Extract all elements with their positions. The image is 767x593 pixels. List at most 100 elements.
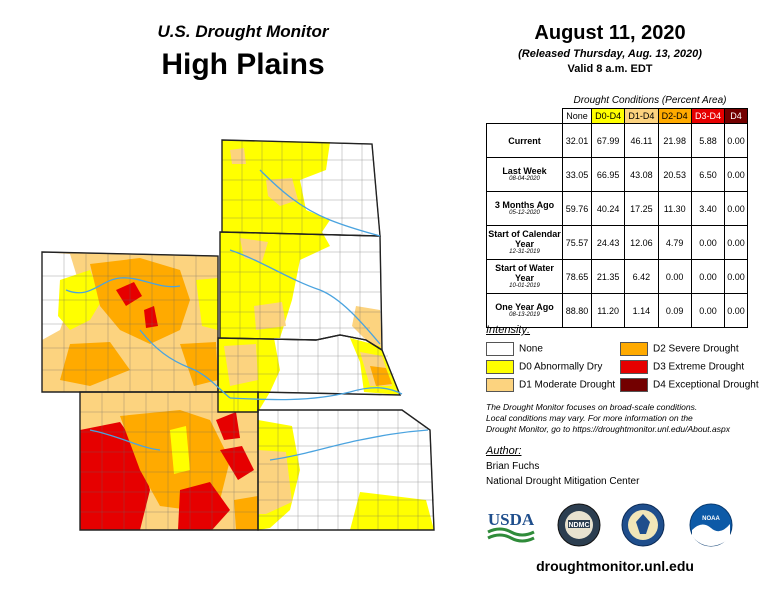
- legend-label: None: [519, 343, 543, 355]
- legend-label: D2 Severe Drought: [653, 343, 739, 355]
- conditions-caption: Drought Conditions (Percent Area): [573, 95, 727, 106]
- legend-swatch: [486, 378, 514, 392]
- row-label: Last Week 08-04-2020: [486, 157, 563, 192]
- legend-swatch: [486, 360, 514, 374]
- table-cell: 46.11: [624, 123, 659, 158]
- region-title: High Plains: [161, 48, 325, 81]
- note-line-2: Local conditions may vary. For more info…: [486, 413, 693, 423]
- table-cell: 20.53: [657, 157, 692, 192]
- row-label: Start of Water Year 10-01-2019: [486, 259, 563, 294]
- table-cell: 78.65: [562, 259, 592, 294]
- table-cell: 67.99: [590, 123, 626, 158]
- table-cell: 12.06: [624, 225, 659, 260]
- row-label-text: Current: [508, 135, 541, 146]
- table-cell: 66.95: [590, 157, 626, 192]
- row-label-text: Start of Water Year: [495, 263, 554, 283]
- note-line-3: Drought Monitor, go to https://droughtmo…: [486, 424, 730, 434]
- table-cell: 32.01: [562, 123, 592, 158]
- legend-item: D3 Extreme Drought: [620, 360, 744, 374]
- table-row: One Year Ago 08-13-2019 88.80 11.20 1.14 0.09…: [486, 293, 748, 328]
- sd-drought: [220, 232, 382, 350]
- row-label: Current: [486, 123, 563, 158]
- ks-drought: [258, 420, 434, 530]
- row-label: One Year Ago 08-13-2019: [486, 293, 563, 328]
- row-label-text: 3 Months Ago: [494, 200, 555, 210]
- row-label-text: Start of Calendar Year: [488, 229, 561, 249]
- co-drought: [80, 410, 258, 530]
- state-borders: [41, 139, 435, 531]
- legend-item: D2 Severe Drought: [620, 342, 739, 356]
- legend-swatch: [486, 342, 514, 356]
- table-cell: 5.88: [690, 123, 726, 158]
- legend-label: D3 Extreme Drought: [653, 361, 745, 373]
- author-org: National Drought Mitigation Center: [486, 476, 640, 487]
- column-header-5: D4: [724, 108, 748, 124]
- table-cell: 0.00: [690, 225, 726, 260]
- row-date: 08-04-2020: [509, 176, 540, 182]
- table-cell: 21.35: [590, 259, 626, 294]
- commerce-seal-logo: [621, 503, 665, 547]
- column-header-3: D2-D4: [657, 108, 692, 124]
- table-corner: [487, 109, 563, 124]
- release-date: (Released Thursday, Aug. 13, 2020): [518, 48, 702, 60]
- valid-time: Valid 8 a.m. EDT: [567, 63, 653, 75]
- row-date: 12-31-2019: [509, 249, 540, 255]
- legend-swatch: [620, 378, 648, 392]
- table-cell: 3.40: [690, 191, 726, 226]
- svg-text:NDMC: NDMC: [569, 522, 590, 529]
- table-cell: 59.76: [562, 191, 592, 226]
- row-label: Start of Calendar Year 12-31-2019: [486, 225, 563, 260]
- table-cell: 43.08: [624, 157, 659, 192]
- map-date: August 11, 2020: [534, 22, 686, 44]
- table-cell: 0.00: [724, 123, 748, 158]
- ndmc-logo: NDMC: [557, 503, 601, 547]
- legend-item: D1 Moderate Drought: [486, 378, 615, 392]
- column-header-1: D0-D4: [590, 108, 626, 124]
- svg-text:NOAA: NOAA: [702, 516, 720, 522]
- table-cell: 0.00: [724, 157, 748, 192]
- row-date: 10-01-2019: [509, 283, 540, 289]
- table-cell: 24.43: [590, 225, 626, 260]
- table-row: Last Week 08-04-2020 33.05 66.95 43.08 20.53 6…: [486, 157, 748, 192]
- svg-text:USDA: USDA: [488, 510, 535, 529]
- conditions-table: None D0-D4 D1-D4 D2-D4 D3-D4 D4 Current 32.01 6…: [486, 108, 748, 328]
- county-grid: [42, 140, 434, 530]
- table-cell: 0.00: [690, 293, 726, 328]
- row-date: 05-12-2020: [509, 210, 540, 216]
- noaa-logo: NOAA: [689, 503, 733, 547]
- table-cell: 6.50: [690, 157, 726, 192]
- table-cell: 88.80: [562, 293, 592, 328]
- legend-label: D4 Exceptional Drought: [653, 379, 759, 391]
- table-row: Start of Water Year 10-01-2019 78.65 21.35 6…: [486, 259, 748, 294]
- legend-title: Intensity:: [486, 324, 531, 336]
- legend-item: D0 Abnormally Dry: [486, 360, 602, 374]
- table-cell: 6.42: [624, 259, 659, 294]
- row-label: 3 Months Ago 05-12-2020: [486, 191, 563, 226]
- table-row: Start of Calendar Year 12-31-2019 75.57 24.…: [486, 225, 748, 260]
- monitor-brand: U.S. Drought Monitor: [157, 22, 329, 41]
- legend-label: D0 Abnormally Dry: [519, 361, 603, 373]
- legend-item: D4 Exceptional Drought: [620, 378, 759, 392]
- usda-logo: USDA: [487, 510, 535, 543]
- table-cell: 0.00: [724, 293, 748, 328]
- table-cell: 0.00: [724, 191, 748, 226]
- table-cell: 33.05: [562, 157, 592, 192]
- table-cell: 0.00: [724, 225, 748, 260]
- table-cell: 1.14: [624, 293, 659, 328]
- ne-drought: [218, 338, 400, 412]
- row-date: 08-13-2019: [509, 312, 540, 318]
- column-header-0: None: [562, 108, 592, 124]
- row-label-text: One Year Ago: [495, 302, 554, 312]
- table-cell: 0.00: [690, 259, 726, 294]
- legend-label: D1 Moderate Drought: [519, 379, 616, 391]
- website-url[interactable]: droughtmonitor.unl.edu: [536, 558, 694, 574]
- table-cell: 17.25: [624, 191, 659, 226]
- legend-swatch: [620, 360, 648, 374]
- legend-swatch: [620, 342, 648, 356]
- table-cell: 0.09: [657, 293, 692, 328]
- table-cell: 75.57: [562, 225, 592, 260]
- note-line-1: The Drought Monitor focuses on broad-sca…: [486, 402, 698, 412]
- table-row: 3 Months Ago 05-12-2020 59.76 40.24 17.25 11.…: [486, 191, 748, 226]
- column-header-2: D1-D4: [624, 108, 659, 124]
- table-cell: 0.00: [724, 259, 748, 294]
